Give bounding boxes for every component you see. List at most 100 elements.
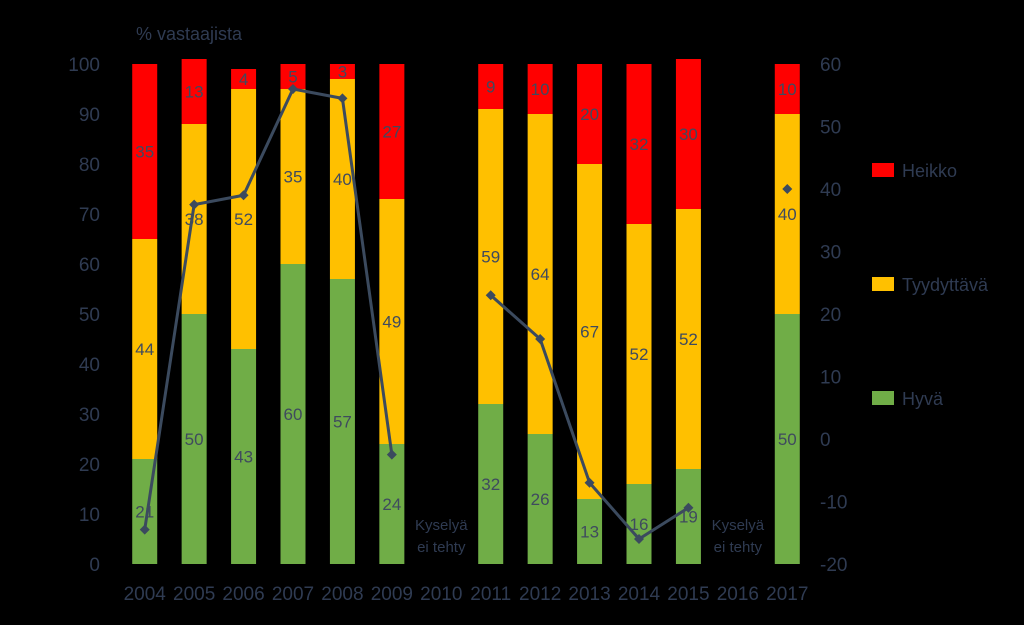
bar-value-label: 60 [284,405,303,424]
bar-segment [626,224,652,484]
bar-segment [774,64,800,114]
x-tick-label: 2016 [717,584,759,605]
bar-value-label: 21 [135,503,154,522]
bar-segment [626,64,652,224]
bar-value-label: 13 [185,83,204,102]
line-marker [535,334,546,344]
y2-tick-label: 0 [820,430,831,451]
bar-segment [527,114,553,434]
x-tick-label: 2012 [519,584,561,605]
bar-segment [379,64,405,199]
bar-value-label: 10 [778,80,797,99]
x-tick-label: 2010 [420,584,462,605]
y2-tick-label: -10 [820,493,847,514]
bar-value-label: 52 [679,330,698,349]
line-marker [485,290,496,301]
x-tick-label: 2009 [371,584,413,605]
bar-segment [181,314,207,564]
bar-segment [379,444,405,564]
no-survey-note-line: ei tehty [417,539,466,556]
y2-tick-label: 20 [820,305,841,326]
line-marker [683,502,694,513]
bar-value-label: 57 [333,413,352,432]
no-survey-note-line: Kyselyä [415,517,468,534]
bar-value-label: 67 [580,323,599,342]
bar-value-label: 16 [630,515,649,534]
y-tick-label: 100 [68,55,100,76]
bar-value-label: 26 [531,490,550,509]
bar-value-label: 49 [382,313,401,332]
bar-value-label: 10 [531,80,550,99]
bar-segment [231,89,257,349]
y-tick-label: 70 [79,205,100,226]
line-series [143,87,394,530]
y-tick-label: 60 [79,255,100,276]
bar-value-label: 43 [234,448,253,467]
no-survey-note: Kyselyä ei tehty [415,517,468,556]
bar-value-label: 24 [382,495,401,514]
bar-value-label: 35 [135,143,154,162]
bar-segment [675,469,701,564]
line-marker [238,190,249,201]
legend-label: Hyvä [902,389,944,409]
y2-tick-label: 60 [820,55,841,76]
bar-value-label: 52 [630,345,649,364]
bar-segment [280,264,306,564]
bar-segment [478,109,504,404]
bar-value-label: 40 [778,205,797,224]
x-tick-label: 2007 [272,584,314,605]
bar-value-label: 52 [234,210,253,229]
y-tick-label: 90 [79,105,100,126]
y-tick-label: 50 [79,305,100,326]
bar-value-label: 59 [481,248,500,267]
bar-value-label: 44 [135,340,154,359]
y2-tick-label: -20 [820,555,847,576]
bar-segment [527,434,553,564]
bar-segment [280,89,306,264]
legend-swatch [872,163,894,177]
legend-label: Heikko [902,161,957,181]
legend-swatch [872,391,894,405]
no-survey-note-line: Kyselyä [712,517,765,534]
bar-value-label: 27 [382,123,401,142]
x-tick-label: 2008 [321,584,363,605]
bar-value-label: 20 [580,105,599,124]
bar-segment [774,314,800,564]
bar-value-label: 30 [679,125,698,144]
line-marker [584,477,595,488]
no-survey-note-line: ei tehty [714,539,763,556]
bar-segment [577,499,603,564]
line-marker [782,184,793,194]
x-tick-label: 2014 [618,584,661,605]
line-marker [288,84,298,94]
bar-segment [181,124,207,314]
y-tick-label: 40 [79,355,100,376]
no-survey-note: Kyselyä ei tehty [712,517,765,556]
y-tick-label: 80 [79,155,100,176]
bar-value-label: 3 [338,63,347,82]
bar-value-label: 64 [531,265,550,284]
bar-value-label: 5 [288,68,297,87]
bar-segment [231,349,257,564]
bar-value-label: 13 [580,523,599,542]
bar-segment [478,404,504,564]
bar-segment [527,64,553,114]
x-tick-label: 2006 [222,584,264,605]
bar-segment [329,64,355,79]
x-tick-label: 2011 [470,584,511,605]
bar-segment [329,79,355,279]
bar-value-label: 38 [185,210,204,229]
bar-segment [675,209,701,469]
bar-value-label: 32 [481,475,500,494]
line-marker [337,93,348,104]
bar-value-label: 9 [486,78,495,97]
x-tick-label: 2005 [173,584,215,605]
bar-value-label: 40 [333,170,352,189]
bar-value-label: 32 [630,135,649,154]
bar-segment [231,69,257,89]
x-tick-label: 2013 [568,584,610,605]
bar-value-label: 19 [679,508,698,527]
y-tick-label: 0 [89,555,100,576]
bar-value-label: 4 [239,70,248,89]
bar-value-label: 35 [284,168,303,187]
